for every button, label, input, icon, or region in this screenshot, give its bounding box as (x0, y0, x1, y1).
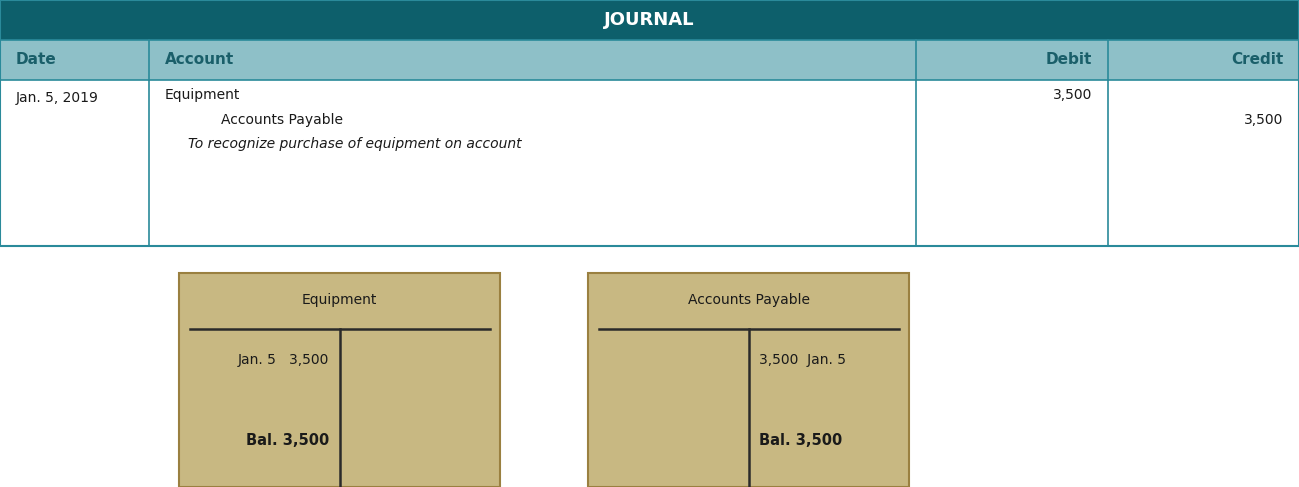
Bar (0, 40, 1299, 80)
Text: Bal. 3,500: Bal. 3,500 (246, 433, 329, 448)
Text: Bal. 3,500: Bal. 3,500 (759, 433, 843, 448)
Text: Debit: Debit (1046, 53, 1092, 67)
Text: Jan. 5, 2019: Jan. 5, 2019 (16, 92, 99, 105)
Bar (179, 273, 500, 487)
Text: JOURNAL: JOURNAL (604, 11, 695, 29)
Bar (0, 0, 1299, 40)
Text: Account: Account (165, 53, 234, 67)
Bar (588, 273, 909, 487)
Text: Jan. 5   3,500: Jan. 5 3,500 (238, 354, 329, 367)
Bar (0, 0, 1299, 246)
Bar (0, 80, 1299, 246)
Text: 3,500  Jan. 5: 3,500 Jan. 5 (759, 354, 846, 367)
Text: 3,500: 3,500 (1244, 113, 1283, 127)
Text: Credit: Credit (1231, 53, 1283, 67)
Text: To recognize purchase of equipment on account: To recognize purchase of equipment on ac… (188, 137, 522, 151)
Text: 3,500: 3,500 (1053, 89, 1092, 102)
Text: Equipment: Equipment (301, 293, 378, 306)
Text: Date: Date (16, 53, 56, 67)
Text: Equipment: Equipment (165, 89, 240, 102)
Text: Accounts Payable: Accounts Payable (688, 293, 809, 306)
Text: Accounts Payable: Accounts Payable (221, 113, 343, 127)
